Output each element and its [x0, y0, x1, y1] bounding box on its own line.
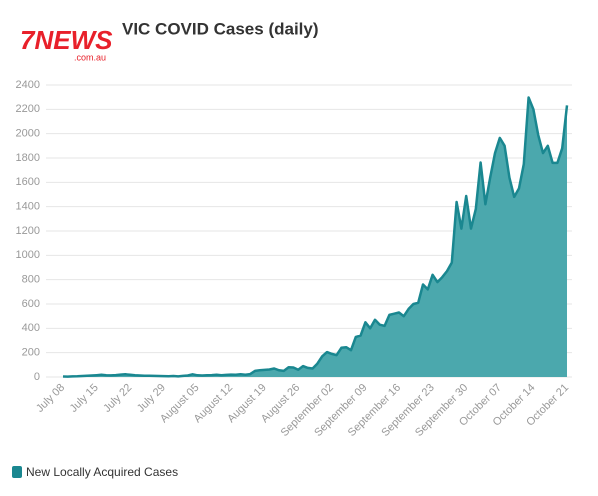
y-tick-label: 1800	[16, 152, 40, 164]
y-tick-label: 2000	[16, 128, 40, 140]
y-tick-label: 1600	[16, 176, 40, 188]
logo-domain: .com.au	[74, 52, 106, 62]
line	[62, 96, 569, 378]
x-tick-label: July 08	[34, 382, 67, 415]
x-tick-label: July 29	[135, 382, 168, 415]
legend-label[interactable]: New Locally Acquired Cases	[26, 465, 178, 479]
chart-title: VIC COVID Cases (daily)	[122, 19, 319, 38]
legend-swatch	[12, 466, 22, 478]
y-tick-label: 0	[34, 371, 40, 383]
y-tick-label: 2200	[16, 103, 40, 115]
y-tick-label: 600	[22, 298, 40, 310]
area	[63, 97, 567, 377]
y-tick-label: 2400	[16, 79, 40, 91]
y-tick-label: 400	[22, 322, 40, 334]
logo: 7NEWS .com.au	[20, 25, 113, 63]
y-tick-label: 1200	[16, 225, 40, 237]
logo-brand: 7NEWS	[20, 25, 113, 55]
x-tick-label: July 22	[101, 382, 134, 415]
y-tick-label: 1400	[16, 201, 40, 213]
y-tick-label: 800	[22, 274, 40, 286]
y-tick-label: 1000	[16, 249, 40, 261]
y-tick-label: 200	[22, 347, 40, 359]
x-tick-label: July 15	[68, 382, 101, 415]
